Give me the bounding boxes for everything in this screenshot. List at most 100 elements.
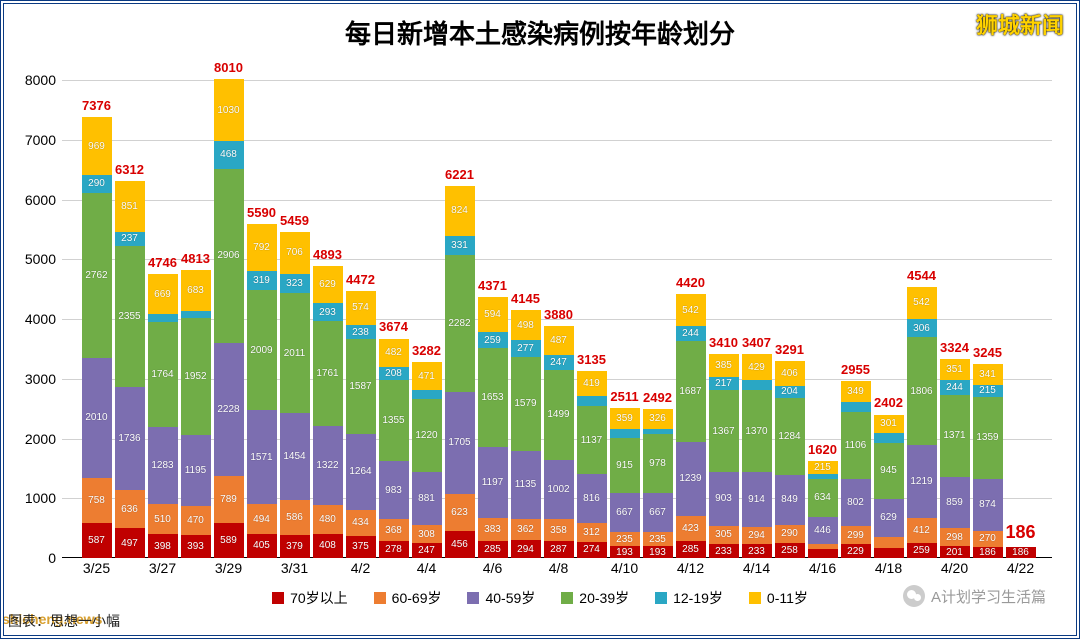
bar-segment: 482 — [379, 339, 409, 368]
bar-segment: 323 — [280, 274, 310, 293]
bar-segment: 278 — [379, 541, 409, 558]
chart-area: 010002000300040005000600070008000 587758… — [62, 80, 1052, 558]
segment-label: 423 — [682, 523, 699, 534]
total-label: 2955 — [841, 362, 871, 377]
bar-segment: 247 — [412, 543, 442, 558]
segment-label: 881 — [418, 493, 435, 504]
segment-label: 468 — [220, 149, 237, 160]
bar-segment: 471 — [412, 362, 442, 390]
segment-label: 510 — [154, 514, 171, 525]
segment-label: 1367 — [712, 426, 734, 437]
bar-segment: 319 — [247, 271, 277, 290]
segment-label: 294 — [517, 544, 534, 555]
segment-label: 1195 — [185, 465, 207, 476]
segment-label: 290 — [88, 178, 105, 189]
bar-segment: 1219 — [907, 445, 937, 518]
bar-segment: 215 — [808, 461, 838, 474]
segment-label: 1030 — [217, 105, 239, 116]
bar-segment: 229 — [841, 544, 871, 558]
segment-label: 235 — [616, 534, 633, 545]
bar-segment: 238 — [346, 325, 376, 339]
total-label: 3674 — [379, 319, 409, 334]
bar-segment — [874, 548, 904, 558]
segment-label: 277 — [517, 343, 534, 354]
bar-segment: 349 — [841, 381, 871, 402]
segment-label: 319 — [253, 275, 270, 286]
segment-label: 238 — [352, 327, 369, 338]
segment-label: 331 — [451, 240, 468, 251]
segment-label: 341 — [979, 369, 996, 380]
bar-segment: 497 — [115, 528, 145, 558]
bar-segment: 2010 — [82, 358, 112, 478]
segment-label: 1952 — [184, 371, 206, 382]
bar-segment — [874, 433, 904, 443]
bar-segment: 1571 — [247, 410, 277, 504]
segment-label: 186 — [979, 547, 996, 558]
bar: 25829084912842044063291 — [775, 361, 805, 558]
legend-item: 40-59岁 — [467, 588, 535, 608]
wechat-badge: A计划学习生活篇 — [903, 585, 1046, 607]
bar-segment: 636 — [115, 490, 145, 528]
total-label: 3135 — [577, 352, 607, 367]
bar-segment: 1367 — [709, 390, 739, 472]
bar: 22929980211063492955 — [841, 381, 871, 558]
bar-segment: 270 — [973, 531, 1003, 547]
segment-label: 274 — [583, 544, 600, 555]
segment-label: 383 — [484, 524, 501, 535]
segment-label: 824 — [451, 205, 468, 216]
bar: 294362113515792774984145 — [511, 310, 541, 558]
segment-label: 186 — [1012, 547, 1029, 558]
segment-label: 298 — [946, 532, 963, 543]
bar-segment: 881 — [412, 472, 442, 525]
legend-swatch — [655, 592, 667, 604]
segment-label: 1239 — [679, 473, 701, 484]
bar-segment: 629 — [874, 499, 904, 537]
bar-segment: 978 — [643, 434, 673, 492]
bar: 375434126415872385744472 — [346, 291, 376, 558]
total-label: 1620 — [808, 442, 838, 457]
total-label: 3282 — [412, 343, 442, 358]
segment-label: 471 — [418, 371, 435, 382]
bar-segment: 487 — [544, 326, 574, 355]
legend-item: 20-39岁 — [561, 588, 629, 608]
segment-label: 623 — [451, 507, 468, 518]
bar: 27836898313552084823674 — [379, 339, 409, 558]
bar-segment: 816 — [577, 474, 607, 523]
segment-label: 208 — [385, 368, 402, 379]
bar-segment: 2355 — [115, 246, 145, 387]
bar-segment: 2011 — [280, 293, 310, 413]
bar-segment: 290 — [82, 175, 112, 192]
legend-item: 12-19岁 — [655, 588, 723, 608]
segment-label: 379 — [286, 541, 303, 552]
segment-label: 470 — [187, 515, 204, 526]
segment-label: 497 — [121, 538, 138, 549]
segment-label: 1761 — [316, 368, 338, 379]
y-tick-label: 3000 — [16, 371, 56, 387]
bar-segment: 1197 — [478, 447, 508, 519]
bar-segment: 385 — [709, 354, 739, 377]
legend-label: 40-59岁 — [485, 588, 535, 608]
bar-segment: 594 — [478, 297, 508, 332]
bar: 405494157120093197925590 — [247, 224, 277, 558]
segment-label: 2282 — [448, 318, 470, 329]
bar: 393470119519526834813 — [181, 270, 211, 558]
bar: 1932356679783262492 — [643, 409, 673, 558]
x-tick-label: 4/6 — [483, 560, 502, 576]
segment-label: 2011 — [284, 348, 306, 359]
bar-segment: 1371 — [940, 395, 970, 477]
bar: 20129885913712443513324 — [940, 359, 970, 558]
bar-segment: 1952 — [181, 318, 211, 435]
segment-label: 1653 — [481, 392, 503, 403]
segment-label: 1135 — [515, 479, 537, 490]
segment-label: 903 — [715, 493, 732, 504]
bar-group: 5877582010276229096973764976361736235523… — [80, 80, 1040, 558]
segment-label: 480 — [319, 514, 336, 525]
x-tick-label: 4/14 — [743, 560, 770, 576]
bar-segment: 914 — [742, 472, 772, 527]
bar-segment: 1579 — [511, 357, 541, 451]
total-label: 186 — [1006, 522, 1036, 543]
bar-segment: 379 — [280, 535, 310, 558]
bar-segment: 308 — [412, 525, 442, 543]
segment-label: 233 — [715, 546, 732, 557]
bar-segment: 1687 — [676, 341, 706, 442]
